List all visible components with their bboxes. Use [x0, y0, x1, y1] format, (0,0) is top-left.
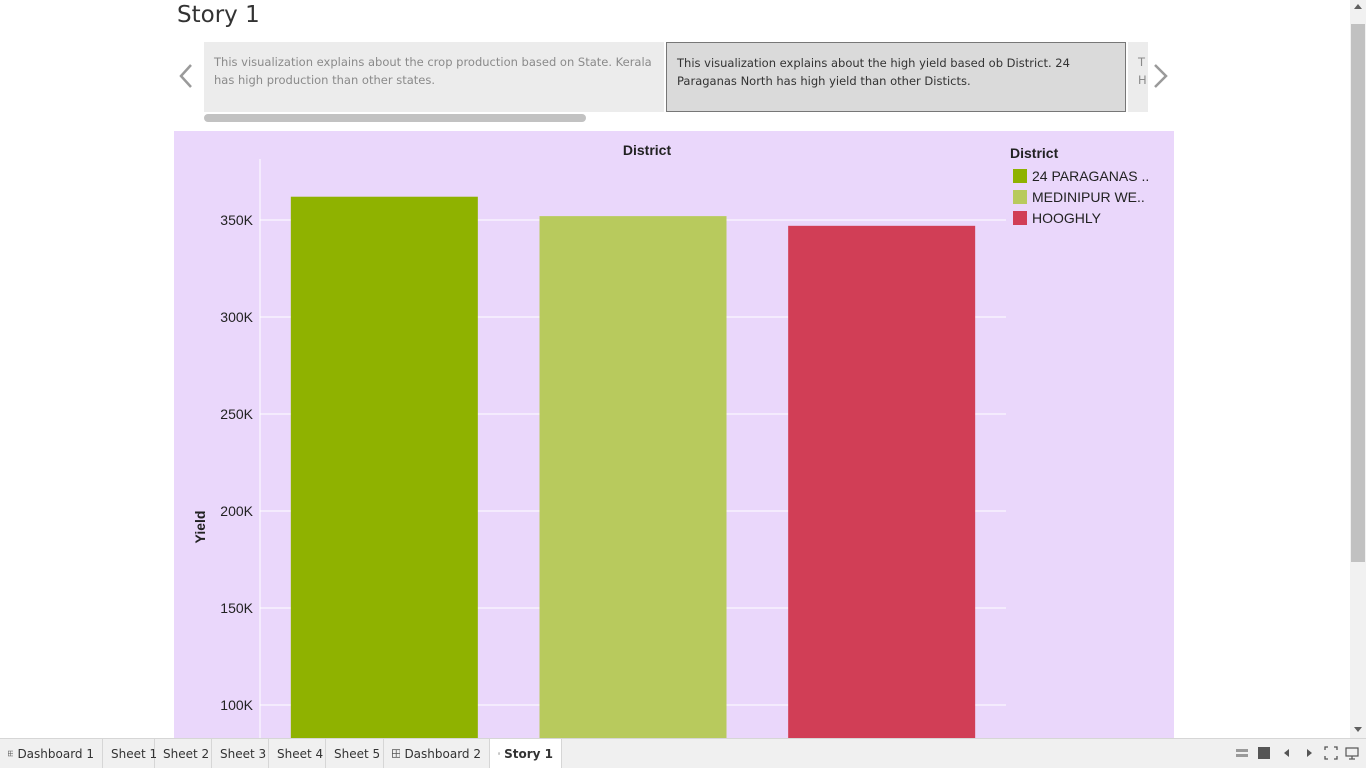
- story-point-1-caption: This visualization explains about the cr…: [214, 55, 652, 87]
- y-tick-label: 300K: [220, 309, 253, 325]
- story-navigator-scroll-thumb[interactable]: [204, 114, 586, 122]
- y-tick-label: 250K: [220, 406, 253, 422]
- tab-dashboard-1[interactable]: Dashboard 1: [0, 739, 103, 768]
- legend-swatch: [1013, 211, 1027, 225]
- y-tick-label: 100K: [220, 697, 253, 713]
- chevron-left-icon: [179, 64, 192, 88]
- story-point-2[interactable]: This visualization explains about the hi…: [666, 42, 1126, 112]
- bar[interactable]: [539, 216, 727, 738]
- chart-area: 100K 150K 200K 250K 300K 350K District Yield Di…: [174, 131, 1174, 738]
- y-tick-label: 350K: [220, 212, 253, 228]
- previous-sheet-icon[interactable]: [1280, 746, 1294, 760]
- tab-story-1[interactable]: Story 1: [490, 739, 562, 768]
- tab-dashboard-2[interactable]: Dashboard 2: [384, 739, 490, 768]
- tab-label: Dashboard 2: [404, 746, 481, 761]
- tab-label: Story 1: [504, 746, 553, 761]
- chart-title: District: [623, 142, 672, 158]
- chevron-right-icon: [1154, 64, 1168, 88]
- tab-sheet-3[interactable]: Sheet 3: [212, 739, 269, 768]
- legend-label: HOOGHLY: [1032, 210, 1101, 226]
- device-preview-icon[interactable]: [1345, 746, 1359, 760]
- legend-item-hooghly[interactable]: HOOGHLY: [1013, 209, 1101, 227]
- previous-story-point-button[interactable]: [177, 62, 197, 90]
- tab-label: Sheet 4: [277, 746, 324, 761]
- story-title: Story 1: [177, 2, 260, 28]
- tab-label: Sheet 3: [220, 746, 267, 761]
- bar[interactable]: [788, 225, 976, 738]
- tab-label: Dashboard 1: [17, 746, 94, 761]
- dashboard-icon: [392, 749, 401, 758]
- legend-title: District: [1010, 145, 1059, 161]
- story-point-2-caption: This visualization explains about the hi…: [677, 56, 1070, 88]
- next-sheet-icon[interactable]: [1302, 746, 1316, 760]
- tab-sheet-4[interactable]: Sheet 4: [269, 739, 326, 768]
- story-point-1[interactable]: This visualization explains about the cr…: [204, 42, 664, 112]
- legend-item-medinipur[interactable]: MEDINIPUR WE..: [1013, 188, 1145, 206]
- story-point-3-caption: T H: [1138, 55, 1147, 87]
- legend-swatch: [1013, 169, 1027, 183]
- dashboard-icon: [8, 750, 14, 757]
- tab-label: Sheet 1: [111, 746, 158, 761]
- bar-chart: 100K 150K 200K 250K 300K 350K District Yield: [192, 142, 1006, 738]
- tab-sheet-1[interactable]: Sheet 1: [103, 739, 158, 768]
- y-tick-label: 150K: [220, 600, 253, 616]
- show-tabs-icon[interactable]: [1257, 746, 1271, 760]
- scroll-down-icon[interactable]: [1354, 727, 1362, 732]
- legend-item-24-paraganas[interactable]: 24 PARAGANAS ..: [1013, 167, 1149, 185]
- story-navigator-scrollbar[interactable]: [204, 114, 1142, 122]
- tab-sheet-5[interactable]: Sheet 5: [326, 739, 384, 768]
- bar[interactable]: [290, 196, 478, 738]
- legend-label: 24 PARAGANAS ..: [1032, 168, 1150, 184]
- vertical-scroll-thumb[interactable]: [1351, 24, 1365, 562]
- legend-swatch: [1013, 190, 1027, 204]
- show-filmstrip-icon[interactable]: [1235, 746, 1249, 760]
- legend-label: MEDINIPUR WE..: [1032, 189, 1145, 205]
- y-axis-label: Yield: [192, 511, 208, 544]
- tab-sheet-2[interactable]: Sheet 2: [155, 739, 212, 768]
- presentation-mode-icon[interactable]: [1324, 746, 1338, 760]
- story-icon: [498, 752, 501, 755]
- y-tick-label: 200K: [220, 503, 253, 519]
- next-story-point-button[interactable]: [1150, 62, 1170, 90]
- story-point-3[interactable]: T H: [1128, 42, 1148, 112]
- scroll-up-icon[interactable]: [1354, 4, 1362, 9]
- tab-label: Sheet 2: [163, 746, 210, 761]
- sheet-tab-bar: Dashboard 1 Sheet 1 Sheet 2 Sheet 3 Shee…: [0, 738, 1366, 768]
- tab-label: Sheet 5: [334, 746, 381, 761]
- vertical-scrollbar[interactable]: [1350, 0, 1366, 738]
